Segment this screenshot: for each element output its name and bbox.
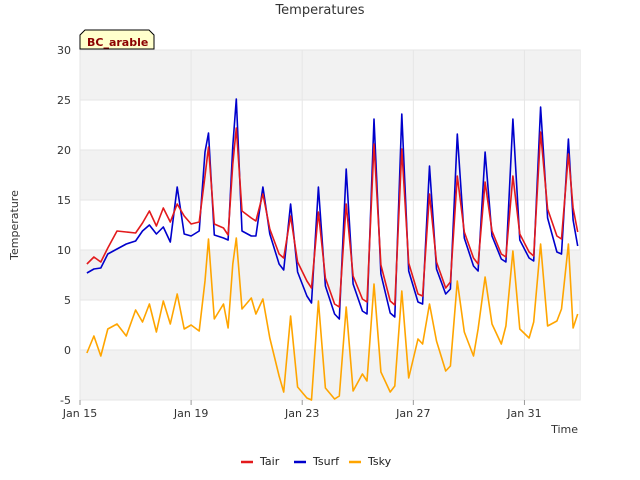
series-line-tsurf xyxy=(86,98,579,320)
grid-bands xyxy=(80,50,580,400)
chart-title: Temperatures xyxy=(274,3,364,18)
site-label-box: BC_arable xyxy=(79,29,155,50)
x-tick-label: Jan 31 xyxy=(506,407,541,420)
y-axis-label: Temperature xyxy=(8,190,21,261)
x-axis-ticks: Jan 15 Jan 19 Jan 23 Jan 27 Jan 31 xyxy=(62,400,542,420)
plot-area xyxy=(79,49,581,401)
grid-band xyxy=(80,50,580,100)
legend-label-tsky: Tsky xyxy=(367,455,392,468)
site-label-background xyxy=(79,29,155,50)
y-tick-label: -5 xyxy=(60,394,71,407)
legend-label-tair: Tair xyxy=(259,455,280,468)
x-tick-label: Jan 23 xyxy=(284,407,319,420)
series-lines xyxy=(86,98,579,401)
y-tick-label: 5 xyxy=(64,294,71,307)
x-tick-label: Jan 15 xyxy=(62,407,97,420)
series-line-tsky xyxy=(86,237,579,401)
x-tick-label: Jan 19 xyxy=(173,407,208,420)
grid-band xyxy=(80,350,580,400)
y-axis-ticks: -5 0 5 10 15 20 25 30 xyxy=(57,44,71,407)
y-tick-label: 25 xyxy=(57,94,71,107)
series-line-tair xyxy=(86,127,579,308)
y-tick-label: 15 xyxy=(57,194,71,207)
site-label: BC_arable xyxy=(87,36,148,49)
y-tick-label: 10 xyxy=(57,244,71,257)
y-tick-label: 30 xyxy=(57,44,71,57)
legend: Tair Tsurf Tsky xyxy=(241,455,392,468)
y-tick-label: 20 xyxy=(57,144,71,157)
x-axis-label: Time xyxy=(550,423,578,436)
y-tick-label: 0 xyxy=(64,344,71,357)
grid-band xyxy=(80,150,580,200)
legend-label-tsurf: Tsurf xyxy=(312,455,340,468)
x-tick-label: Jan 27 xyxy=(395,407,430,420)
